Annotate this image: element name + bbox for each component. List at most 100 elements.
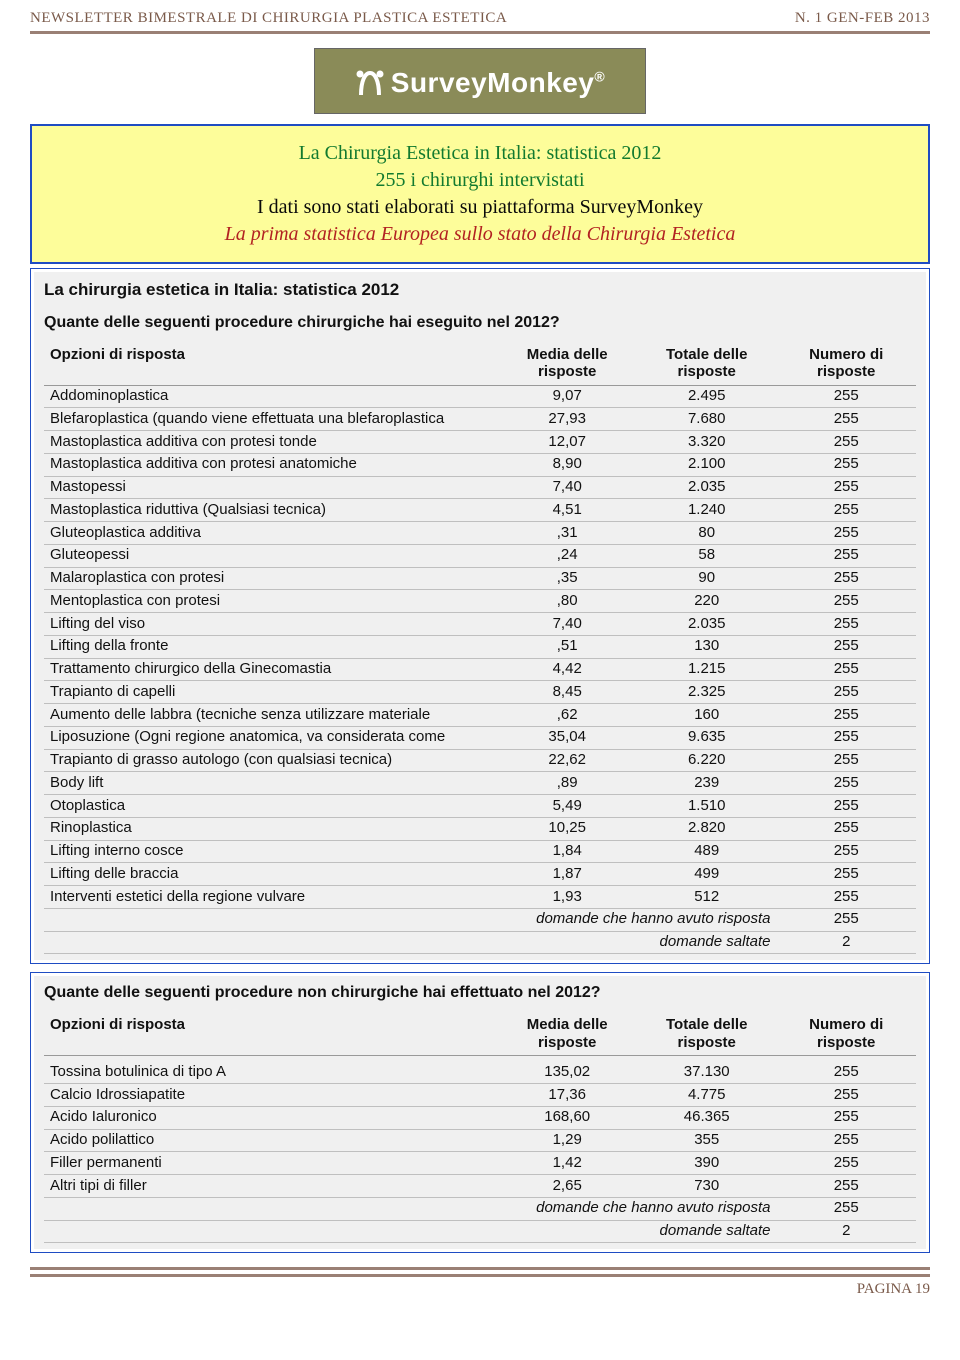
table-row: Mastopessi7,402.035255 — [44, 476, 916, 499]
cell-totale: 390 — [637, 1152, 777, 1175]
cell-totale: 6.220 — [637, 749, 777, 772]
table-row: Malaroplastica con protesi,3590255 — [44, 567, 916, 590]
survey-question-2: Quante delle seguenti procedure non chir… — [44, 984, 916, 1002]
cell-numero: 255 — [776, 658, 916, 681]
table-row: Altri tipi di filler2,65730255 — [44, 1175, 916, 1198]
cell-numero: 255 — [776, 476, 916, 499]
cell-totale: 2.495 — [637, 385, 777, 408]
cell-numero: 255 — [776, 1061, 916, 1083]
cell-totale: 2.325 — [637, 681, 777, 704]
survey-table-1: Opzioni di risposta Media dellerisposte … — [44, 342, 916, 954]
cell-label: Calcio Idrossiapatite — [44, 1084, 497, 1107]
survey-title: La chirurgia estetica in Italia: statist… — [44, 280, 916, 300]
cell-numero: 255 — [776, 544, 916, 567]
footer-answered-val: 255 — [776, 908, 916, 931]
cell-numero: 255 — [776, 1152, 916, 1175]
header-right: N. 1 GEN-FEB 2013 — [795, 10, 930, 27]
table-row: Mastoplastica riduttiva (Qualsiasi tecni… — [44, 499, 916, 522]
cell-totale: 2.035 — [637, 476, 777, 499]
th-media: Media dellerisposte — [497, 342, 637, 385]
table-row: Trattamento chirurgico della Ginecomasti… — [44, 658, 916, 681]
logo-text: SurveyMonkey — [391, 67, 595, 98]
table-row: Calcio Idrossiapatite17,364.775255 — [44, 1084, 916, 1107]
page-header: NEWSLETTER BIMESTRALE DI CHIRURGIA PLAST… — [30, 10, 930, 27]
cell-numero: 255 — [776, 795, 916, 818]
cell-numero: 255 — [776, 635, 916, 658]
cell-label: Lifting della fronte — [44, 635, 497, 658]
cell-label: Otoplastica — [44, 795, 497, 818]
cell-label: Liposuzione (Ogni regione anatomica, va … — [44, 726, 497, 749]
table-row: Mastoplastica additiva con protesi tonde… — [44, 431, 916, 454]
intro-box: La Chirurgia Estetica in Italia: statist… — [30, 124, 930, 264]
table-row: Otoplastica5,491.510255 — [44, 795, 916, 818]
cell-media: 5,49 — [497, 795, 637, 818]
cell-label: Trattamento chirurgico della Ginecomasti… — [44, 658, 497, 681]
cell-numero: 255 — [776, 1084, 916, 1107]
cell-numero: 255 — [776, 431, 916, 454]
intro-line-2: 255 i chirurghi intervistati — [42, 167, 918, 194]
cell-label: Mastoplastica riduttiva (Qualsiasi tecni… — [44, 499, 497, 522]
cell-numero: 255 — [776, 453, 916, 476]
cell-numero: 255 — [776, 385, 916, 408]
footer-skipped-label: domande saltate — [44, 931, 776, 954]
cell-totale: 355 — [637, 1129, 777, 1152]
cell-label: Malaroplastica con protesi — [44, 567, 497, 590]
table-row: Interventi estetici della regione vulvar… — [44, 886, 916, 909]
cell-media: ,89 — [497, 772, 637, 795]
cell-label: Mentoplastica con protesi — [44, 590, 497, 613]
survey-question-1: Quante delle seguenti procedure chirurgi… — [44, 314, 916, 332]
cell-numero: 255 — [776, 840, 916, 863]
cell-totale: 9.635 — [637, 726, 777, 749]
footer-answered-label-2: domande che hanno avuto risposta — [44, 1197, 776, 1220]
cell-media: 27,93 — [497, 408, 637, 431]
th-totale-2: Totale dellerisposte — [637, 1012, 777, 1055]
cell-label: Rinoplastica — [44, 817, 497, 840]
cell-media: 17,36 — [497, 1084, 637, 1107]
cell-label: Body lift — [44, 772, 497, 795]
intro-line-3: I dati sono stati elaborati su piattafor… — [42, 194, 918, 221]
survey-panel-2: Quante delle seguenti procedure non chir… — [30, 972, 930, 1253]
cell-numero: 255 — [776, 567, 916, 590]
cell-media: 4,51 — [497, 499, 637, 522]
footer-rule-2 — [30, 1274, 930, 1277]
th-numero-2: Numero dirisposte — [776, 1012, 916, 1055]
page: NEWSLETTER BIMESTRALE DI CHIRURGIA PLAST… — [0, 0, 960, 1328]
table-row: Trapianto di capelli8,452.325255 — [44, 681, 916, 704]
cell-numero: 255 — [776, 863, 916, 886]
th-numero: Numero dirisposte — [776, 342, 916, 385]
cell-label: Acido Ialuronico — [44, 1106, 497, 1129]
th-options-2: Opzioni di risposta — [44, 1012, 497, 1055]
table-row: Mastoplastica additiva con protesi anato… — [44, 453, 916, 476]
th-media-2: Media dellerisposte — [497, 1012, 637, 1055]
cell-media: 12,07 — [497, 431, 637, 454]
table-row: Tossina botulinica di tipo A135,0237.130… — [44, 1061, 916, 1083]
cell-media: ,62 — [497, 704, 637, 727]
cell-totale: 80 — [637, 522, 777, 545]
survey-table-2: Opzioni di risposta Media dellerisposte … — [44, 1012, 916, 1243]
cell-media: ,51 — [497, 635, 637, 658]
cell-totale: 58 — [637, 544, 777, 567]
footer-skipped-val-2: 2 — [776, 1220, 916, 1243]
cell-totale: 512 — [637, 886, 777, 909]
page-number: PAGINA 19 — [857, 1281, 930, 1298]
cell-totale: 2.820 — [637, 817, 777, 840]
cell-numero: 255 — [776, 726, 916, 749]
cell-media: 1,93 — [497, 886, 637, 909]
cell-media: 4,42 — [497, 658, 637, 681]
cell-label: Trapianto di capelli — [44, 681, 497, 704]
table-row: Lifting del viso7,402.035255 — [44, 613, 916, 636]
table-row: Aumento delle labbra (tecniche senza uti… — [44, 704, 916, 727]
cell-label: Mastoplastica additiva con protesi tonde — [44, 431, 497, 454]
cell-totale: 3.320 — [637, 431, 777, 454]
header-rule — [30, 31, 930, 34]
cell-label: Lifting delle braccia — [44, 863, 497, 886]
cell-media: ,24 — [497, 544, 637, 567]
cell-totale: 130 — [637, 635, 777, 658]
cell-media: ,31 — [497, 522, 637, 545]
cell-label: Mastopessi — [44, 476, 497, 499]
cell-numero: 255 — [776, 772, 916, 795]
table-row: Acido Ialuronico168,6046.365255 — [44, 1106, 916, 1129]
cell-totale: 4.775 — [637, 1084, 777, 1107]
cell-media: 10,25 — [497, 817, 637, 840]
footer-answered-val-2: 255 — [776, 1197, 916, 1220]
